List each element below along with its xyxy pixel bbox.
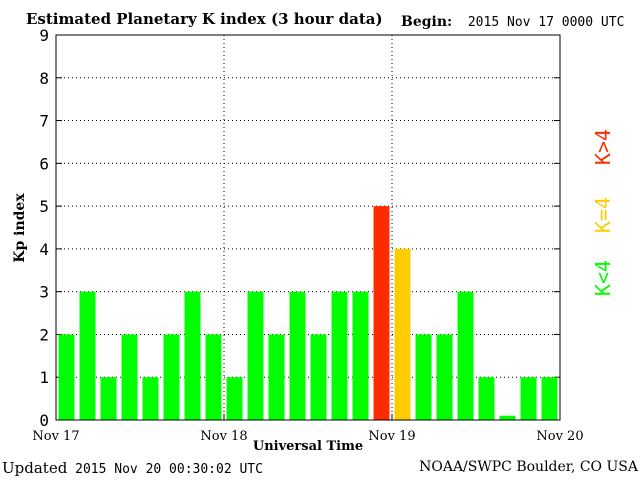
kp-bar: [541, 377, 558, 420]
kp-bar: [394, 248, 411, 420]
updated-label: Updated: [2, 459, 68, 477]
y-tick-label: 1: [39, 368, 49, 387]
x-axis-label: Universal Time: [252, 439, 364, 454]
kp-bar: [142, 377, 159, 420]
kp-bar: [163, 334, 180, 420]
y-tick-label: 5: [39, 197, 49, 216]
y-tick-label: 8: [39, 69, 49, 88]
kp-bar: [415, 334, 432, 420]
legend-storm: K>4: [591, 128, 615, 166]
kp-bar: [184, 291, 201, 420]
kp-bar: [352, 291, 369, 420]
y-tick-label: 9: [39, 26, 49, 45]
legend-at-threshold: K=4: [591, 196, 615, 234]
x-tick-label: Nov 18: [200, 429, 247, 444]
begin-label: Begin:: [401, 14, 453, 30]
y-axis-label: Kp index: [12, 193, 28, 263]
kp-bar: [310, 334, 327, 420]
kp-bar: [499, 415, 516, 420]
kp-bar: [520, 377, 537, 420]
legend-below-storm: K<4: [591, 259, 615, 297]
x-tick-label: Nov 19: [368, 429, 415, 444]
kp-bar: [289, 291, 306, 420]
y-tick-label: 3: [39, 283, 49, 302]
chart-title: Estimated Planetary K index (3 hour data…: [26, 10, 383, 28]
kp-bar: [373, 206, 390, 420]
kp-bar: [478, 377, 495, 420]
kp-bar: [79, 291, 96, 420]
begin-value: 2015 Nov 17 0000 UTC: [467, 15, 625, 30]
kp-bar: [100, 377, 117, 420]
kp-bar: [58, 334, 75, 420]
kp-bar: [247, 291, 264, 420]
kp-bar: [226, 377, 243, 420]
kp-bar: [268, 334, 285, 420]
y-tick-label: 0: [39, 411, 49, 430]
y-tick-label: 4: [39, 240, 49, 259]
begin-info: Begin: 2015 Nov 17 0000 UTC: [401, 14, 624, 30]
x-tick-label: Nov 20: [536, 429, 583, 444]
x-tick-label: Nov 17: [32, 429, 79, 444]
y-tick-label: 6: [39, 154, 49, 173]
kp-bar: [331, 291, 348, 420]
y-tick-label: 2: [39, 325, 49, 344]
plot-frame: [55, 34, 561, 421]
y-tick-label: 7: [39, 112, 49, 131]
kp-bar: [121, 334, 138, 420]
kp-bar: [205, 334, 222, 420]
kp-bar: [436, 334, 453, 420]
kp-bar: [457, 291, 474, 420]
credit-text: NOAA/SWPC Boulder, CO USA: [419, 459, 638, 475]
updated-value: 2015 Nov 20 00:30:02 UTC: [75, 462, 263, 477]
updated-info: Updated 2015 Nov 20 00:30:02 UTC: [2, 459, 263, 477]
